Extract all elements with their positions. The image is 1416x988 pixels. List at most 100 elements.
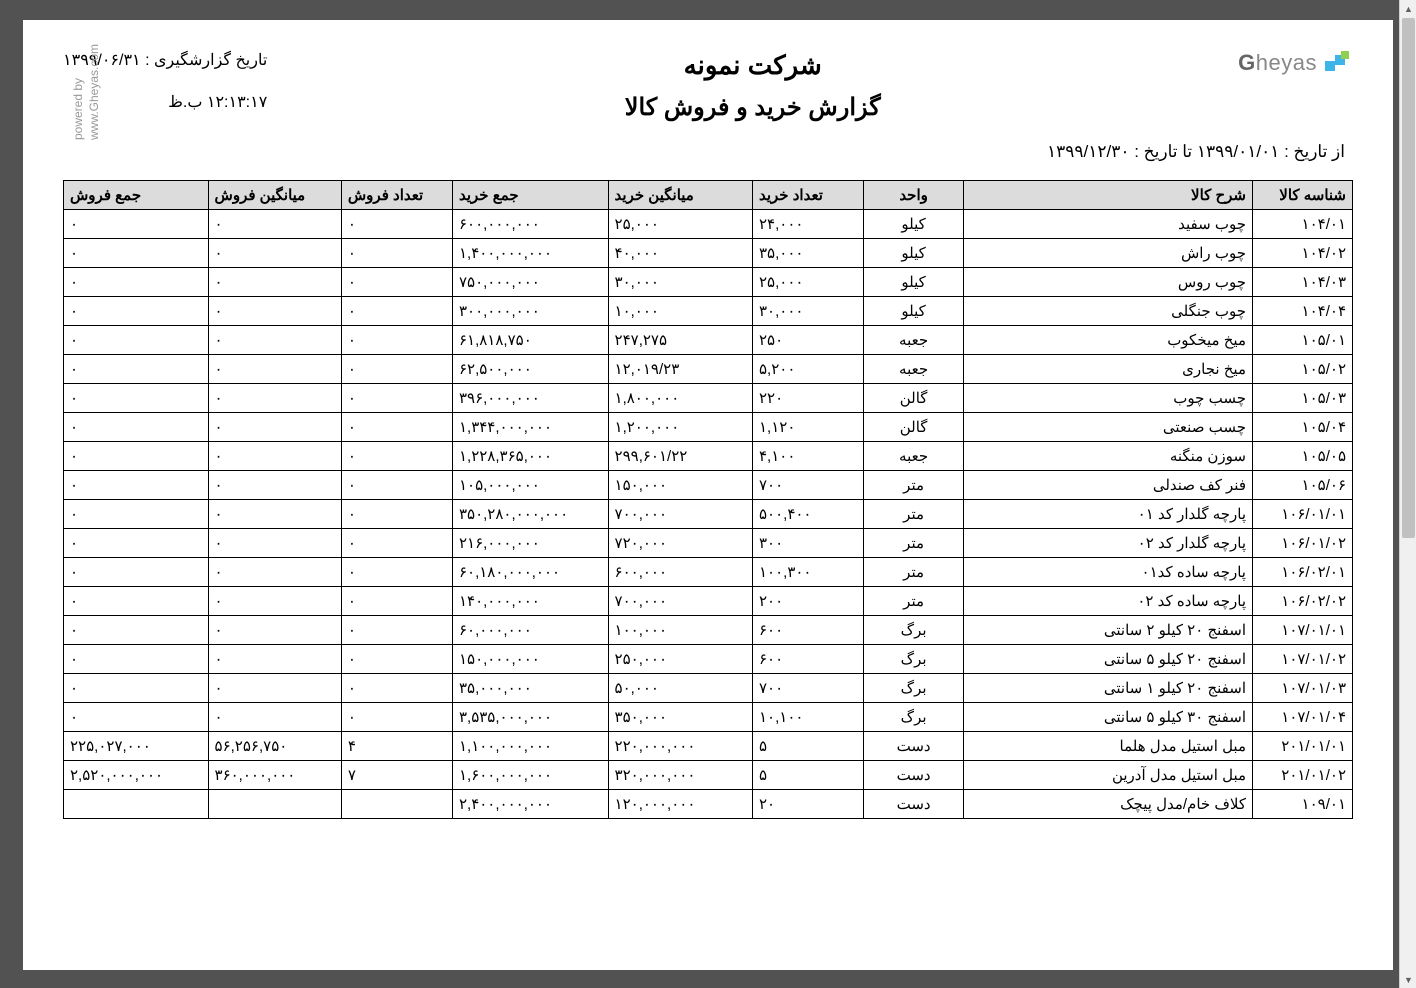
scroll-down-icon[interactable]: ▼	[1400, 971, 1416, 988]
table-cell: چوب جنگلی	[964, 297, 1253, 326]
table-row: ۱۰۷/۰۱/۰۲اسفنج ۲۰ کیلو ۵ سانتیبرگ۶۰۰۲۵۰,…	[64, 645, 1353, 674]
table-cell: اسفنج ۲۰ کیلو ۲ سانتی	[964, 616, 1253, 645]
table-cell: ۲۰۱/۰۱/۰۱	[1253, 732, 1353, 761]
table-cell: گالن	[864, 413, 964, 442]
table-cell: ۰	[64, 674, 209, 703]
table-cell: ۳۲۰,۰۰۰,۰۰۰	[608, 761, 752, 790]
table-row: ۱۰۶/۰۲/۰۱پارچه ساده کد۰۱متر۱۰۰,۳۰۰۶۰۰,۰۰…	[64, 558, 1353, 587]
table-cell: ۱۰۵/۰۵	[1253, 442, 1353, 471]
table-cell: ۰	[208, 297, 341, 326]
table-cell: ۰	[341, 355, 452, 384]
table-cell: ۰	[208, 471, 341, 500]
table-cell: ۰	[208, 674, 341, 703]
table-cell: ۱,۴۰۰,۰۰۰,۰۰۰	[452, 239, 608, 268]
table-cell: ۳۵۰,۲۸۰,۰۰۰,۰۰۰	[452, 500, 608, 529]
table-row: ۱۰۵/۰۲میخ نجاریجعبه۵,۲۰۰۱۲,۰۱۹/۲۳۶۲,۵۰۰,…	[64, 355, 1353, 384]
table-cell: گالن	[864, 384, 964, 413]
table-cell: ۶۲,۵۰۰,۰۰۰	[452, 355, 608, 384]
table-cell: ۱۵۰,۰۰۰	[608, 471, 752, 500]
table-cell: ۱,۲۲۸,۳۶۵,۰۰۰	[452, 442, 608, 471]
table-cell: ۶۰۰,۰۰۰,۰۰۰	[452, 210, 608, 239]
table-row: ۱۰۷/۰۱/۰۴اسفنج ۳۰ کیلو ۵ سانتیبرگ۱۰,۱۰۰۳…	[64, 703, 1353, 732]
table-cell: ۰	[64, 210, 209, 239]
table-cell: ۰	[64, 442, 209, 471]
table-row: ۱۰۵/۰۱میخ میخکوبجعبه۲۵۰۲۴۷,۲۷۵۶۱,۸۱۸,۷۵۰…	[64, 326, 1353, 355]
table-cell: میخ نجاری	[964, 355, 1253, 384]
table-cell: ۱۰۶/۰۲/۰۲	[1253, 587, 1353, 616]
table-cell: ۵۰,۰۰۰	[608, 674, 752, 703]
table-cell: ۱۰۰,۰۰۰	[608, 616, 752, 645]
col-header-id: شناسه کالا	[1253, 181, 1353, 210]
table-cell: ۰	[64, 384, 209, 413]
table-cell: ۰	[208, 558, 341, 587]
table-cell: ۰	[64, 355, 209, 384]
table-cell: ۲۰۰	[752, 587, 863, 616]
table-cell: ۰	[341, 616, 452, 645]
report-header: Gheyas شرکت نمونه گزارش خرید و فروش کالا…	[63, 50, 1353, 122]
table-cell: ۱۰۵,۰۰۰,۰۰۰	[452, 471, 608, 500]
table-cell: ۳۶۰,۰۰۰,۰۰۰	[208, 761, 341, 790]
col-header-sum-buy: جمع خرید	[452, 181, 608, 210]
table-cell: ۱۰۵/۰۲	[1253, 355, 1353, 384]
company-name: شرکت نمونه	[267, 50, 1238, 81]
table-cell: دست	[864, 761, 964, 790]
table-cell: ۵۶,۲۵۶,۷۵۰	[208, 732, 341, 761]
table-cell: پارچه ساده کد ۰۲	[964, 587, 1253, 616]
table-cell: ۶۰,۰۰۰,۰۰۰	[452, 616, 608, 645]
table-cell: ۰	[341, 529, 452, 558]
table-cell: ۰	[64, 703, 209, 732]
table-cell: ۰	[208, 703, 341, 732]
table-cell: دست	[864, 790, 964, 819]
table-cell: ۰	[64, 558, 209, 587]
table-cell: ۳۰,۰۰۰	[608, 268, 752, 297]
table-row: ۱۰۷/۰۱/۰۳اسفنج ۲۰ کیلو ۱ سانتیبرگ۷۰۰۵۰,۰…	[64, 674, 1353, 703]
table-cell: ۰	[208, 239, 341, 268]
scroll-up-icon[interactable]: ▲	[1400, 0, 1416, 17]
table-cell: میخ میخکوب	[964, 326, 1253, 355]
table-cell: ۲,۴۰۰,۰۰۰,۰۰۰	[452, 790, 608, 819]
table-cell: کیلو	[864, 239, 964, 268]
table-cell: دست	[864, 732, 964, 761]
table-cell: ۱۰۷/۰۱/۰۱	[1253, 616, 1353, 645]
table-row: ۱۰۵/۰۴چسب صنعتیگالن۱,۱۲۰۱,۲۰۰,۰۰۰۱,۳۴۴,۰…	[64, 413, 1353, 442]
table-cell: ۰	[341, 239, 452, 268]
table-cell: ۱۵۰,۰۰۰,۰۰۰	[452, 645, 608, 674]
table-cell: ۰	[208, 442, 341, 471]
table-cell: ۵	[752, 732, 863, 761]
table-row: ۱۰۷/۰۱/۰۱اسفنج ۲۰ کیلو ۲ سانتیبرگ۶۰۰۱۰۰,…	[64, 616, 1353, 645]
table-cell: ۰	[208, 616, 341, 645]
table-cell: ۰	[64, 239, 209, 268]
table-row: ۱۰۴/۰۴چوب جنگلیکیلو۳۰,۰۰۰۱۰,۰۰۰۳۰۰,۰۰۰,۰…	[64, 297, 1353, 326]
col-header-desc: شرح کالا	[964, 181, 1253, 210]
table-cell	[341, 790, 452, 819]
table-cell: چوب راش	[964, 239, 1253, 268]
table-row: ۱۰۵/۰۵سوزن منگنهجعبه۴,۱۰۰۲۹۹,۶۰۱/۲۲۱,۲۲۸…	[64, 442, 1353, 471]
table-cell: ۰	[341, 500, 452, 529]
table-cell: ۱۰۷/۰۱/۰۲	[1253, 645, 1353, 674]
table-cell: ۱۲,۰۱۹/۲۳	[608, 355, 752, 384]
table-cell: ۳۰۰	[752, 529, 863, 558]
table-cell: ۳۵۰,۰۰۰	[608, 703, 752, 732]
table-cell: ۱۴۰,۰۰۰,۰۰۰	[452, 587, 608, 616]
table-cell: ۱۰۷/۰۱/۰۳	[1253, 674, 1353, 703]
table-cell: ۳۰۰,۰۰۰,۰۰۰	[452, 297, 608, 326]
table-cell: ۲۲۵,۰۲۷,۰۰۰	[64, 732, 209, 761]
table-cell: ۲۵۰	[752, 326, 863, 355]
col-header-qty-sell: تعداد فروش	[341, 181, 452, 210]
table-cell: ۰	[64, 616, 209, 645]
table-cell: چوب روس	[964, 268, 1253, 297]
table-cell: ۱۲۰,۰۰۰,۰۰۰	[608, 790, 752, 819]
col-header-avg-buy: میانگین خرید	[608, 181, 752, 210]
table-cell: ۱۰۹/۰۱	[1253, 790, 1353, 819]
table-cell: ۵,۲۰۰	[752, 355, 863, 384]
scroll-thumb[interactable]	[1402, 18, 1415, 538]
report-table: شناسه کالا شرح کالا واحد تعداد خرید میان…	[63, 180, 1353, 819]
table-cell: جعبه	[864, 442, 964, 471]
vertical-scrollbar[interactable]: ▲ ▼	[1399, 0, 1416, 988]
table-cell: ۰	[64, 268, 209, 297]
table-cell: ۳۵,۰۰۰	[752, 239, 863, 268]
table-cell: ۰	[341, 558, 452, 587]
table-cell: ۰	[341, 384, 452, 413]
table-cell: ۰	[208, 645, 341, 674]
table-row: ۱۰۶/۰۱/۰۱پارچه گلدار کد ۰۱متر۵۰۰,۴۰۰۷۰۰,…	[64, 500, 1353, 529]
